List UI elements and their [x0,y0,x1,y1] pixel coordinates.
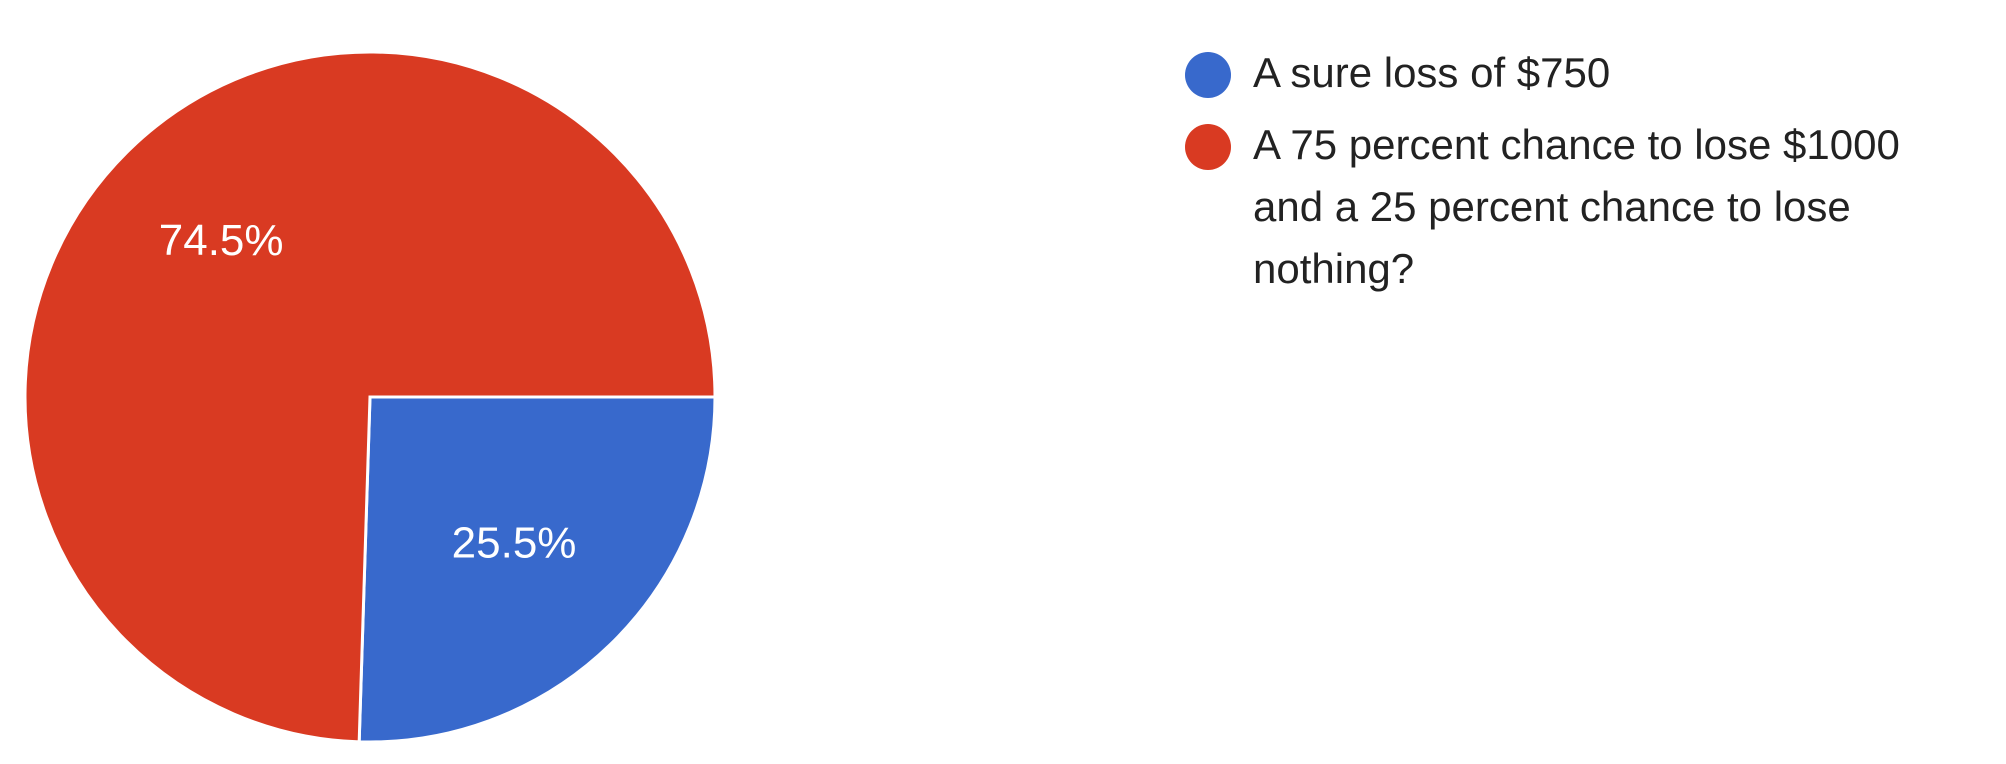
legend-item-gamble[interactable]: A 75 percent chance to lose $1000 and a … [1185,114,2005,300]
legend-label-sure-loss: A sure loss of $750 [1253,49,1611,96]
legend-item-sure-loss[interactable]: A sure loss of $750 [1185,42,2005,104]
pie-slice-sure-loss[interactable] [357,395,717,744]
chart-legend: A sure loss of $750 A 75 percent chance … [1185,42,2005,310]
pie-slice-gamble[interactable] [23,50,717,744]
legend-label-gamble: A 75 percent chance to lose $1000 and a … [1253,121,1900,292]
slice-label-sure-loss: 25.5% [452,518,577,567]
legend-marker-sure-loss [1185,52,1231,98]
slice-label-gamble: 74.5% [159,216,284,265]
legend-marker-gamble [1185,124,1231,170]
